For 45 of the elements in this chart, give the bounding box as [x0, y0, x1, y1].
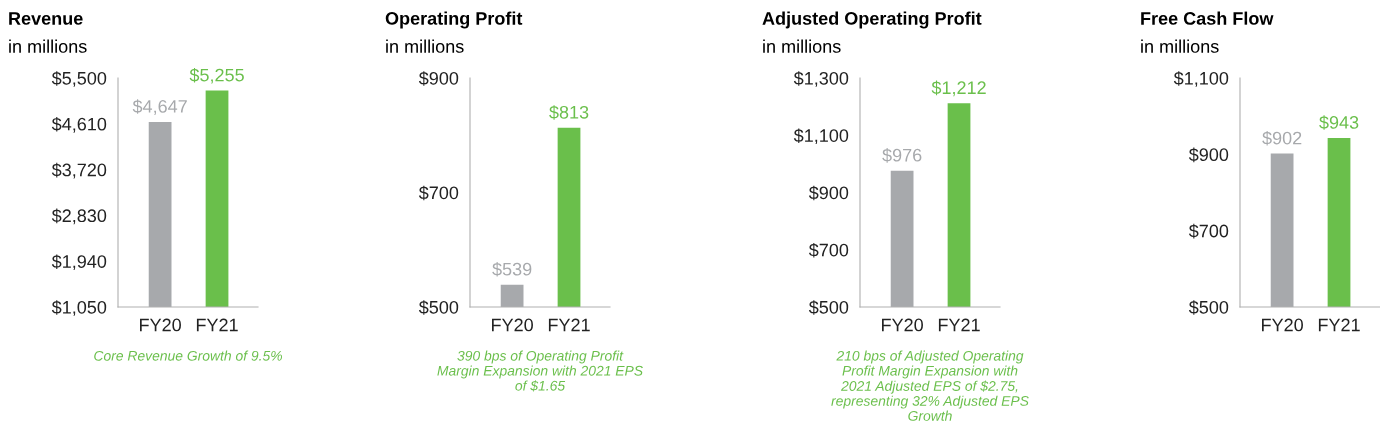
- y-tick-label: $500: [808, 300, 849, 315]
- y-tick-label: $1,100: [793, 128, 849, 145]
- y-tick-label: $700: [808, 242, 849, 258]
- x-tick-label: FY20: [140, 318, 181, 332]
- chart-title: Adjusted Operating Profit: [762, 11, 982, 29]
- data-label: $976: [882, 148, 922, 163]
- x-tick-label: FY21: [1318, 318, 1360, 332]
- data-label: $1,212: [931, 80, 986, 97]
- y-tick-label: $700: [418, 185, 459, 201]
- data-label: $4,647: [132, 99, 187, 115]
- chart-subtitle: in millions: [9, 39, 87, 53]
- x-tick-label: FY21: [548, 318, 590, 332]
- y-tick-label: $500: [418, 300, 459, 315]
- chart-title: Free Cash Flow: [1141, 11, 1274, 25]
- data-label: $813: [549, 105, 589, 120]
- x-tick-label: FY20: [882, 318, 923, 332]
- chart-subtitle: in millions: [763, 39, 841, 53]
- data-label: $539: [492, 262, 532, 277]
- y-tick-label: $2,830: [51, 208, 107, 225]
- chart-title: Operating Profit: [385, 11, 523, 29]
- y-tick-label: $900: [1188, 147, 1229, 163]
- data-label: $5,255: [189, 67, 244, 84]
- y-tick-label: $700: [1188, 223, 1229, 239]
- x-tick-label: FY21: [196, 318, 238, 332]
- text: 210 bps of Adjusted Operating Profit Margin Expansion with 2021 Adjusted EPS of $2.75, representing 32% Adjusted EPS Growth: [831, 350, 1029, 421]
- x-tick-label: FY21: [938, 318, 980, 332]
- data-label: $943: [1319, 115, 1359, 130]
- x-tick-label: FY20: [492, 318, 533, 332]
- y-tick-label: $4,610: [51, 116, 107, 133]
- y-tick-label: $5,500: [51, 71, 107, 87]
- y-tick-label: $900: [808, 185, 849, 201]
- y-tick-label: $500: [1188, 300, 1229, 315]
- y-tick-label: $1,050: [51, 300, 107, 316]
- text: Core Revenue Growth of 9.5%: [94, 350, 282, 361]
- y-tick-label: $3,720: [51, 162, 107, 179]
- y-tick-label: $900: [418, 71, 459, 86]
- y-tick-label: $1,940: [51, 254, 107, 271]
- text: 390 bps of Operating Profit Margin Expansion with 2021 EPS of $1.65: [437, 350, 643, 392]
- y-tick-label: $1,100: [1173, 71, 1229, 87]
- y-tick-label: $1,300: [793, 71, 849, 87]
- chart-subtitle: in millions: [386, 39, 464, 53]
- x-tick-label: FY20: [1262, 318, 1303, 332]
- chart-subtitle: in millions: [1141, 39, 1219, 53]
- data-label: $902: [1262, 130, 1302, 146]
- chart-title: Revenue: [9, 12, 83, 25]
